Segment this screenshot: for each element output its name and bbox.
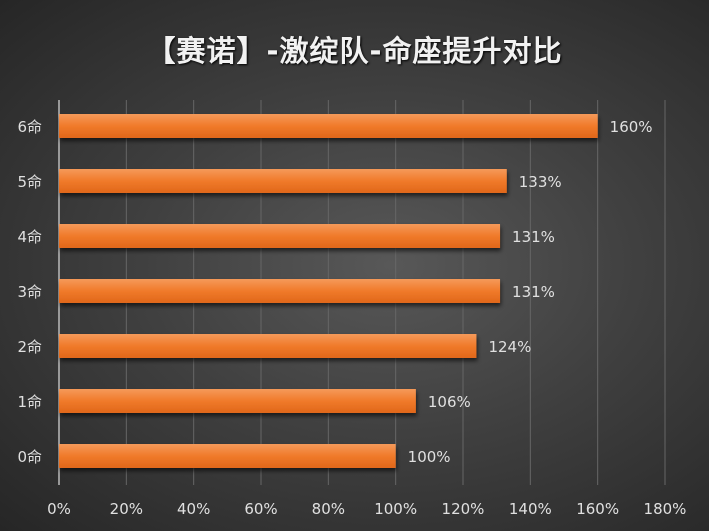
data-label: 124% <box>488 338 531 356</box>
bar-0命 <box>59 444 396 468</box>
x-tick-label: 20% <box>110 500 143 518</box>
category-label: 4命 <box>17 228 42 246</box>
bar-6命 <box>59 114 598 138</box>
data-label: 131% <box>512 228 555 246</box>
category-label: 0命 <box>17 448 42 466</box>
data-label: 133% <box>519 173 562 191</box>
category-label: 6命 <box>17 118 42 136</box>
chart-title: 【赛诺】-激绽队-命座提升对比 <box>146 34 563 68</box>
data-label: 160% <box>610 118 653 136</box>
category-label: 3命 <box>17 283 42 301</box>
x-tick-label: 160% <box>576 500 619 518</box>
data-label: 106% <box>428 393 471 411</box>
x-tick-label: 40% <box>177 500 210 518</box>
bar-3命 <box>59 279 501 303</box>
x-tick-label: 120% <box>442 500 485 518</box>
x-tick-label: 100% <box>374 500 417 518</box>
bar-5命 <box>59 169 507 193</box>
bar-4命 <box>59 224 501 248</box>
bar-1命 <box>59 389 416 413</box>
category-label: 5命 <box>17 173 42 191</box>
x-tick-label: 180% <box>644 500 687 518</box>
category-label: 2命 <box>17 338 42 356</box>
x-tick-label: 80% <box>312 500 345 518</box>
category-label: 1命 <box>17 393 42 411</box>
x-tick-label: 140% <box>509 500 552 518</box>
data-label: 100% <box>408 448 451 466</box>
bar-2命 <box>59 334 477 358</box>
x-tick-label: 0% <box>47 500 71 518</box>
data-label: 131% <box>512 283 555 301</box>
x-tick-label: 60% <box>244 500 277 518</box>
